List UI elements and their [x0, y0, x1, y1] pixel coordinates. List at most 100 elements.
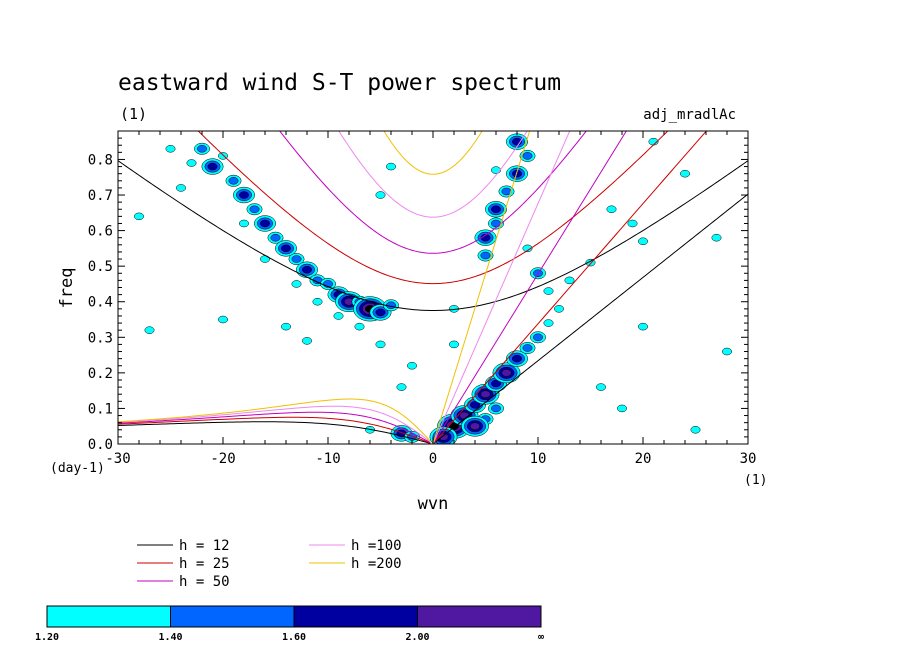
power-blob — [375, 340, 386, 349]
dispersion-curve — [279, 131, 587, 254]
power-blob — [680, 169, 690, 178]
power-blob — [144, 326, 155, 334]
power-blob — [470, 422, 480, 430]
power-blob — [638, 322, 648, 331]
y-tick-label: 0.4 — [88, 295, 113, 311]
chart-title: eastward wind S-T power spectrum — [118, 70, 561, 96]
dispersion-curve — [383, 131, 483, 175]
power-blob — [291, 255, 302, 263]
dispersion-curve — [432, 131, 627, 444]
colorbar-label: ∞ — [538, 632, 544, 643]
colorbar-label: 1.40 — [158, 632, 182, 643]
power-blob — [218, 315, 228, 324]
power-blob — [134, 212, 144, 221]
power-blob — [564, 276, 575, 285]
power-blob — [165, 145, 176, 153]
power-blob — [617, 404, 627, 413]
power-blob — [449, 422, 459, 430]
colorbar: 1.20 1.40 1.60 2.00 ∞ — [35, 605, 544, 643]
y-tick-label: 0.6 — [88, 224, 113, 240]
dispersion-curve — [118, 416, 431, 444]
dispersion-curve — [118, 398, 431, 442]
colorbar-swatch — [46, 605, 171, 628]
dispersion-curve — [338, 131, 528, 218]
power-blob — [291, 280, 302, 288]
x-tick-label: 20 — [635, 451, 652, 467]
legend-label: h = 50 — [179, 574, 230, 590]
x-tick-label: -30 — [105, 451, 130, 467]
power-blob — [312, 297, 323, 306]
power-blob — [407, 362, 417, 370]
power-blob — [302, 337, 312, 345]
curve-legend: h = 12 h = 25 h = 50 h =100 h =200 — [137, 538, 402, 590]
power-blob — [239, 191, 249, 199]
power-blob — [186, 159, 197, 167]
power-blob — [333, 312, 344, 320]
y-tick-label: 0.8 — [88, 152, 113, 168]
chart-subtitle: (1) — [120, 105, 147, 123]
y-tick-label: 0.3 — [88, 330, 113, 346]
plot-frame — [117, 130, 749, 445]
power-blob — [270, 233, 281, 242]
power-blob — [543, 287, 554, 295]
x-tick-label: 10 — [530, 451, 547, 467]
power-blob — [491, 404, 501, 413]
power-blob — [470, 401, 480, 409]
dispersion-curve — [118, 160, 748, 311]
power-blob — [228, 177, 239, 185]
x-unit-label: (1) — [744, 473, 767, 488]
dispersion-curve — [432, 193, 748, 444]
legend-item: h = 25 — [137, 556, 230, 572]
legend-item: h = 12 — [137, 538, 230, 554]
dispersion-curve — [118, 411, 431, 444]
power-blob — [554, 305, 564, 313]
colorbar-swatch — [293, 605, 418, 628]
dispersion-curve — [432, 131, 708, 444]
power-blob — [522, 152, 533, 160]
x-axis: -30 -20 -10 0 10 20 30 — [105, 131, 756, 467]
legend-item: h = 50 — [137, 574, 230, 590]
dispersion-curves — [118, 131, 748, 444]
y-tick-label: 0.5 — [88, 259, 113, 275]
power-blob — [543, 319, 554, 327]
power-blob — [197, 145, 207, 153]
power-blob — [260, 219, 270, 228]
power-blob — [480, 390, 491, 398]
dispersion-curve — [432, 131, 571, 444]
power-blob — [491, 219, 501, 228]
power-blob — [491, 166, 501, 174]
power-contours — [134, 133, 732, 444]
power-blob — [438, 433, 449, 441]
dispersion-curve — [197, 131, 669, 285]
power-blob — [638, 237, 648, 246]
legend-label: h = 12 — [179, 538, 230, 554]
legend-item: h =200 — [309, 556, 402, 572]
power-blob — [491, 205, 501, 213]
power-blob — [522, 344, 533, 352]
power-blob — [375, 191, 386, 199]
power-blob — [375, 308, 386, 317]
power-blob — [690, 426, 701, 434]
power-blob — [627, 219, 638, 228]
power-blob — [176, 184, 186, 192]
colorbar-label: 2.00 — [405, 632, 429, 643]
y-axis-label: freq — [57, 268, 77, 309]
y-tick-label: 0.0 — [88, 437, 113, 453]
y-tick-label: 0.1 — [88, 401, 113, 417]
colorbar-swatch — [417, 605, 542, 628]
power-blob — [522, 244, 533, 253]
x-tick-label: -20 — [210, 451, 235, 467]
legend-item: h =100 — [309, 538, 402, 554]
y-tick-label: 0.7 — [88, 188, 113, 204]
power-blob — [354, 322, 365, 331]
colorbar-swatch — [170, 605, 295, 628]
power-blob — [449, 340, 459, 349]
dispersion-curve — [118, 405, 431, 443]
power-blob — [596, 383, 606, 391]
legend-label: h = 25 — [179, 556, 230, 572]
colorbar-label: 1.20 — [35, 632, 59, 643]
power-blob — [512, 169, 522, 178]
power-blob — [722, 347, 732, 356]
x-tick-label: -10 — [315, 451, 340, 467]
